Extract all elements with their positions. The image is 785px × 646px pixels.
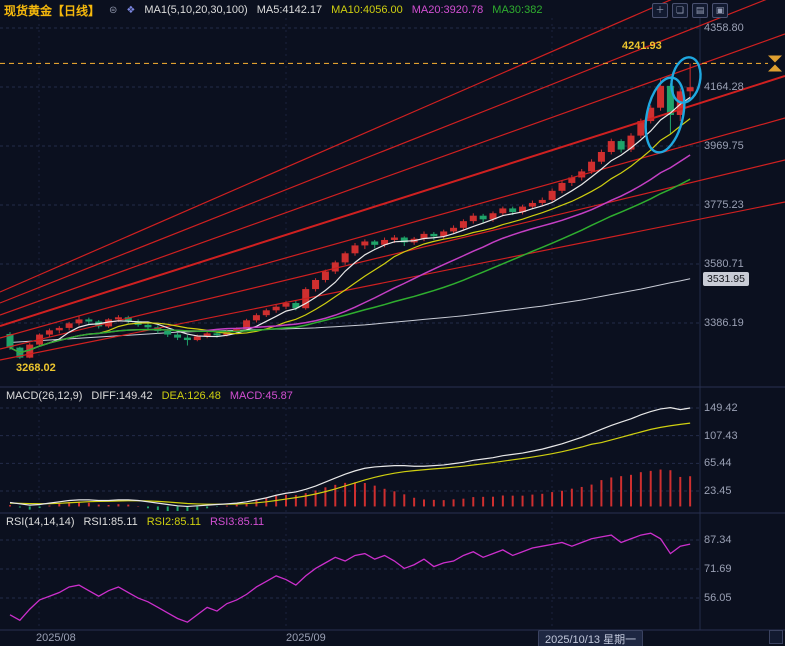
rsi-axis-tick: 56.05 <box>704 592 732 604</box>
low-price-label: 3268.02 <box>16 362 56 374</box>
layout-three-pane-icon[interactable]: ▤ <box>692 3 708 18</box>
macd-hist-value: MACD:45.87 <box>229 390 293 402</box>
rsi3-value: RSI3:85.11 <box>209 516 265 528</box>
rsi-axis-tick: 87.34 <box>704 534 732 546</box>
ma30-value-label: MA30:382 <box>492 4 543 16</box>
ma20-value-label: MA20:3920.78 <box>411 4 484 16</box>
chart-settings-icon[interactable]: ⊜ <box>109 4 118 16</box>
macd-axis-tick: 65.44 <box>704 457 732 469</box>
layout-two-pane-icon[interactable]: ❏ <box>672 3 688 18</box>
rsi-axis-tick: 71.69 <box>704 563 732 575</box>
macd-params-label: MACD(26,12,9) <box>6 390 83 402</box>
high-price-label: 4241.93 <box>622 40 662 52</box>
macd-axis-tick: 23.45 <box>704 485 732 497</box>
date-label-sep: 2025/09 <box>286 632 326 644</box>
ma10-value-label: MA10:4056.00 <box>331 4 403 16</box>
layout-add-pane-icon[interactable]: ＋ <box>652 3 668 18</box>
date-label-selected: 2025/10/13 星期一 <box>538 630 644 646</box>
price-axis-tick: 3775.23 <box>704 199 744 211</box>
price-axis-tick: 3580.71 <box>704 258 744 270</box>
macd-axis-tick: 149.42 <box>704 402 738 414</box>
rsi2-value: RSI2:85.11 <box>146 516 201 528</box>
ma-settings-label: MA1(5,10,20,30,100) <box>144 4 248 16</box>
indicator-icon[interactable]: ❖ <box>126 4 136 16</box>
macd-label-row: MACD(26,12,9) DIFF:149.42 DEA:126.48 MAC… <box>6 390 293 402</box>
chart-toolbar: ＋ ❏ ▤ ▣ <box>652 3 728 18</box>
rsi-params-label: RSI(14,14,14) <box>6 516 75 528</box>
price-axis-tick: 4164.28 <box>704 81 744 93</box>
date-label-aug: 2025/08 <box>36 632 76 644</box>
rsi1-value: RSI1:85.11 <box>83 516 138 528</box>
rsi-label-row: RSI(14,14,14) RSI1:85.11 RSI2:85.11 RSI3… <box>6 516 264 528</box>
symbol-title: 现货黄金【日线】 <box>4 3 101 18</box>
ma100-price-tag: 3531.95 <box>703 272 749 286</box>
price-axis-tick: 3969.75 <box>704 140 744 152</box>
macd-diff-value: DIFF:149.42 <box>91 390 153 402</box>
ma5-value-label: MA5:4142.17 <box>256 4 323 16</box>
corner-resize-box[interactable] <box>769 630 783 644</box>
price-axis-tick: 3386.19 <box>704 317 744 329</box>
price-axis-tick: 4358.80 <box>704 22 744 34</box>
macd-axis-tick: 107.43 <box>704 430 738 442</box>
chart-header: 现货黄金【日线】 ⊜ ❖ MA1(5,10,20,30,100) MA5:414… <box>4 2 542 18</box>
macd-dea-value: DEA:126.48 <box>161 390 221 402</box>
layout-single-pane-icon[interactable]: ▣ <box>712 3 728 18</box>
